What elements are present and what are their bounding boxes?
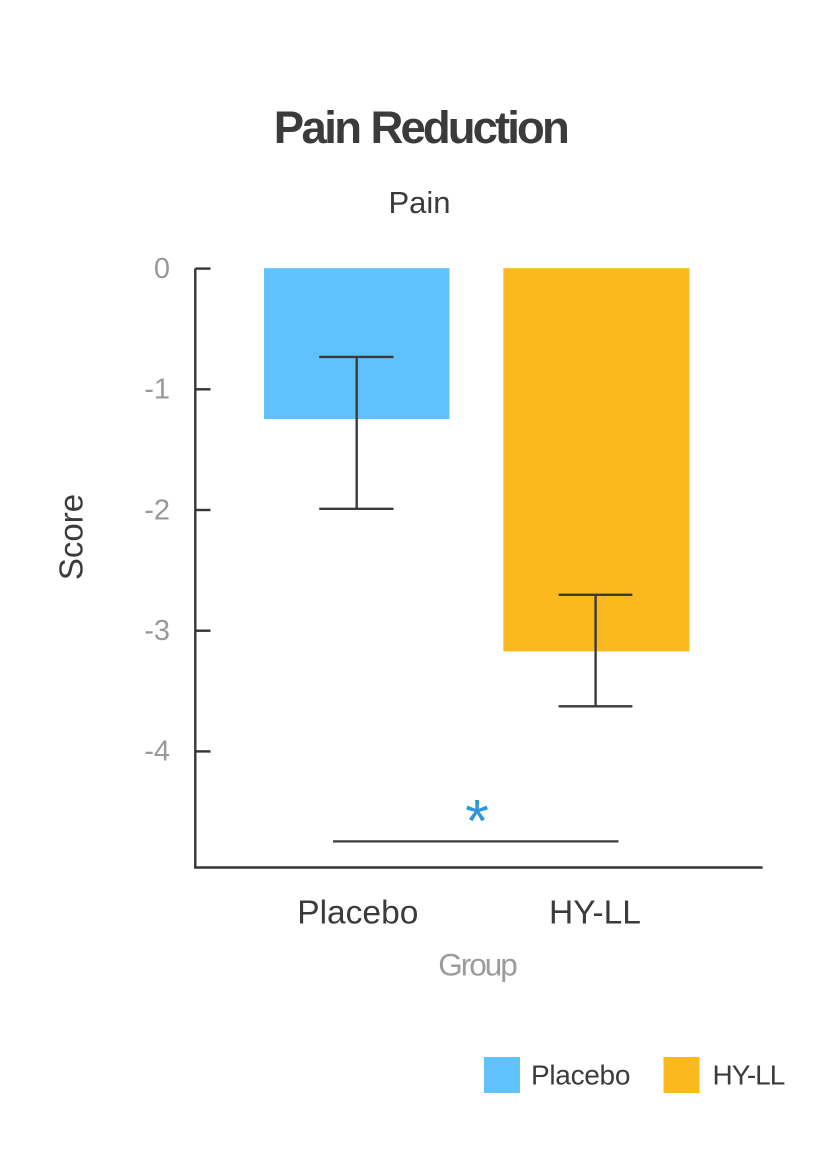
svg-text:-3: -3 [144,615,170,647]
svg-text:Reduction: Reduction [371,102,567,153]
svg-text:Placebo: Placebo [531,1060,630,1091]
svg-text:-4: -4 [144,736,170,768]
svg-text:-1: -1 [144,374,170,406]
svg-text:Group: Group [438,947,517,983]
svg-text:Pain: Pain [388,185,450,220]
svg-text:Placebo: Placebo [297,895,418,932]
svg-text:HY-LL: HY-LL [713,1060,785,1091]
svg-text:*: * [465,787,489,855]
svg-text:0: 0 [154,253,170,285]
svg-text:Pain: Pain [274,102,360,153]
svg-text:Score: Score [53,494,90,580]
svg-text:-2: -2 [144,494,170,526]
svg-text:HY-LL: HY-LL [549,895,641,932]
